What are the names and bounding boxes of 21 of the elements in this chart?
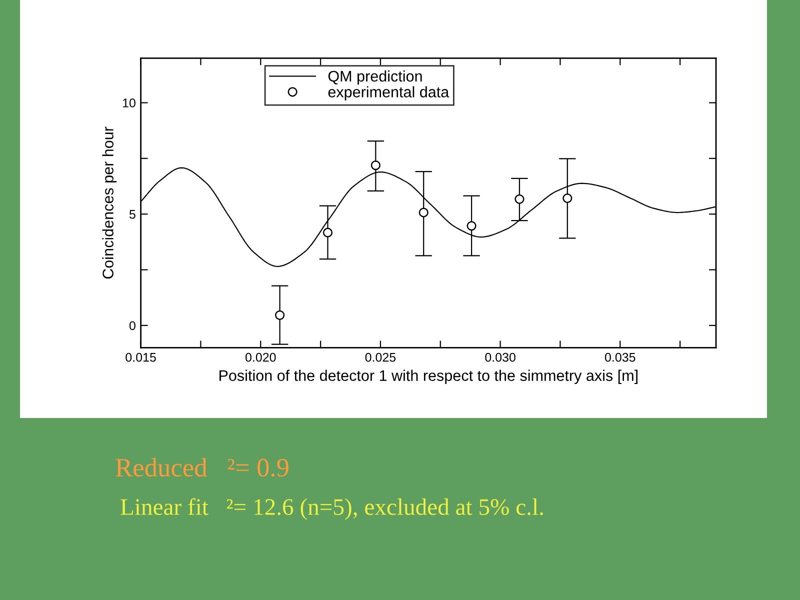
point	[466, 221, 476, 231]
x-tick-label: 0.025	[365, 352, 396, 362]
point	[418, 208, 428, 218]
point	[275, 310, 285, 320]
point	[370, 160, 380, 170]
y-axis-title: Coincidences per hour	[102, 126, 116, 279]
text: Reduced ²= 0.9	[116, 458, 288, 477]
point	[514, 194, 524, 204]
legend-label: experimental data	[328, 86, 450, 100]
text: Linear fit ²= 12.6 (n=5), excluded at 5% c.l.	[120, 498, 543, 520]
point	[562, 193, 572, 204]
x-tick-label: 0.015	[126, 352, 156, 362]
point	[322, 228, 333, 238]
y-tick-label: 0	[129, 321, 136, 330]
y-tick-label: 5	[129, 210, 136, 219]
x-tick-label: 0.020	[245, 352, 276, 362]
x-tick-label: 0.030	[485, 352, 516, 362]
x-tick-label: 0.035	[604, 352, 636, 362]
legend-label: QM prediction	[328, 70, 422, 85]
y-tick-label: 10	[122, 98, 136, 108]
x-axis-title: Position of the detector 1 with respect to the simmetry axis [m]	[220, 370, 638, 384]
